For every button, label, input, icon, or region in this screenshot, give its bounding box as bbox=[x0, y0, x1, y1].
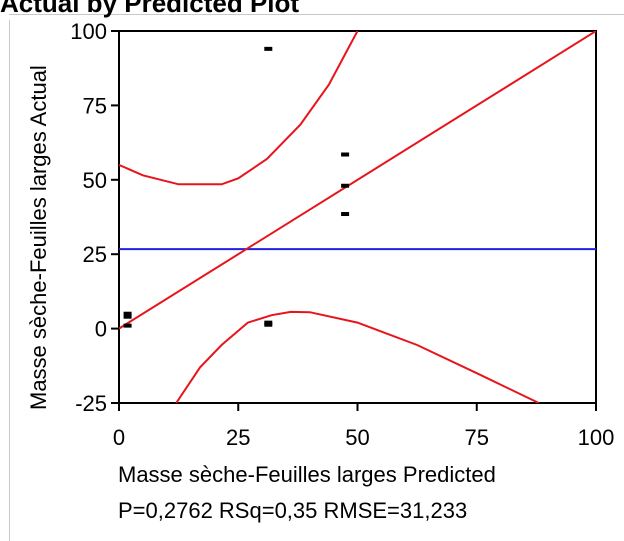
data-point bbox=[341, 152, 350, 157]
data-point bbox=[341, 212, 350, 217]
y-tick-label: 0 bbox=[95, 317, 107, 342]
plot-area bbox=[119, 31, 596, 403]
fit-line bbox=[119, 31, 596, 330]
x-tick-label: 100 bbox=[578, 425, 615, 450]
plot-frame bbox=[118, 30, 597, 404]
data-point bbox=[123, 311, 132, 316]
y-tick-label: 100 bbox=[70, 19, 107, 44]
fit-statistics: P=0,2762 RSq=0,35 RMSE=31,233 bbox=[118, 498, 468, 523]
data-point bbox=[264, 46, 273, 51]
confidence-curve-lower bbox=[175, 310, 540, 403]
data-point bbox=[264, 322, 273, 327]
y-tick-label: 50 bbox=[83, 168, 107, 193]
x-axis-label: Masse sèche-Feuilles larges Predicted bbox=[118, 462, 496, 487]
confidence-curve-upper bbox=[119, 31, 359, 186]
data-point bbox=[123, 323, 132, 328]
y-tick-label: 75 bbox=[83, 93, 107, 118]
x-tick-label: 25 bbox=[226, 425, 250, 450]
y-tick-label: 25 bbox=[83, 242, 107, 267]
x-tick-label: 0 bbox=[113, 425, 125, 450]
chart-title: Actual by Predicted Plot bbox=[0, 0, 300, 18]
y-tick-label: -25 bbox=[75, 391, 107, 416]
data-point bbox=[341, 183, 350, 188]
frame-top-rule bbox=[9, 14, 624, 15]
x-tick-label: 75 bbox=[465, 425, 489, 450]
x-tick-label: 50 bbox=[345, 425, 369, 450]
frame-left-rule bbox=[9, 20, 10, 541]
data-point bbox=[264, 320, 273, 325]
data-point bbox=[123, 314, 132, 319]
y-axis-label: Masse sèche-Feuilles larges Actual bbox=[26, 65, 51, 410]
